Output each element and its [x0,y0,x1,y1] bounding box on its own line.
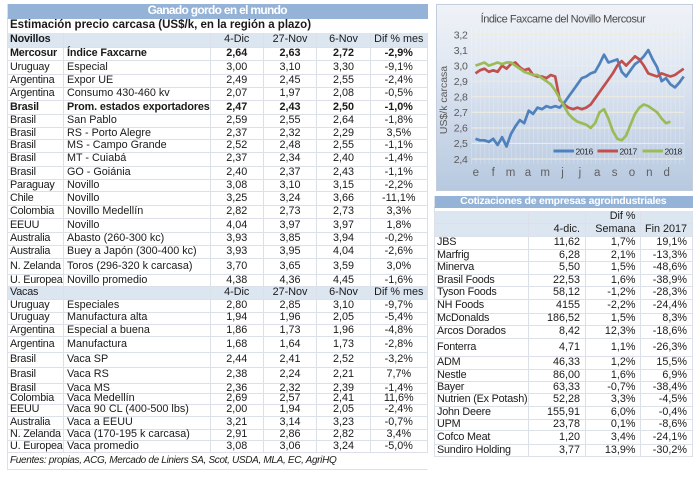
svg-text:3,1: 3,1 [454,45,468,57]
svg-text:2,8: 2,8 [454,92,468,104]
svg-text:2,5: 2,5 [454,138,468,150]
svg-text:j: j [560,167,564,179]
svg-text:j: j [578,167,582,179]
svg-text:US$/k carcasa: US$/k carcasa [438,66,450,134]
svg-text:Índice Faxcarne del Novillo Me: Índice Faxcarne del Novillo Mercosur [481,13,647,26]
svg-text:2,6: 2,6 [454,123,468,135]
svg-text:2,4: 2,4 [454,154,468,166]
svg-text:m: m [540,167,550,179]
svg-text:2,9: 2,9 [454,76,468,88]
svg-text:n: n [646,167,652,179]
svg-text:o: o [629,167,635,179]
svg-text:a: a [525,167,532,179]
svg-text:s: s [612,167,618,179]
svg-text:3,2: 3,2 [454,29,468,41]
svg-text:d: d [663,167,669,179]
svg-text:2018: 2018 [665,147,683,157]
svg-text:a: a [594,167,601,179]
svg-text:e: e [473,167,479,179]
svg-text:f: f [492,167,496,179]
svg-text:2017: 2017 [620,147,638,157]
svg-text:m: m [506,167,516,179]
svg-text:2016: 2016 [576,147,594,157]
svg-text:2,7: 2,7 [454,107,468,119]
svg-text:3,0: 3,0 [454,60,468,72]
